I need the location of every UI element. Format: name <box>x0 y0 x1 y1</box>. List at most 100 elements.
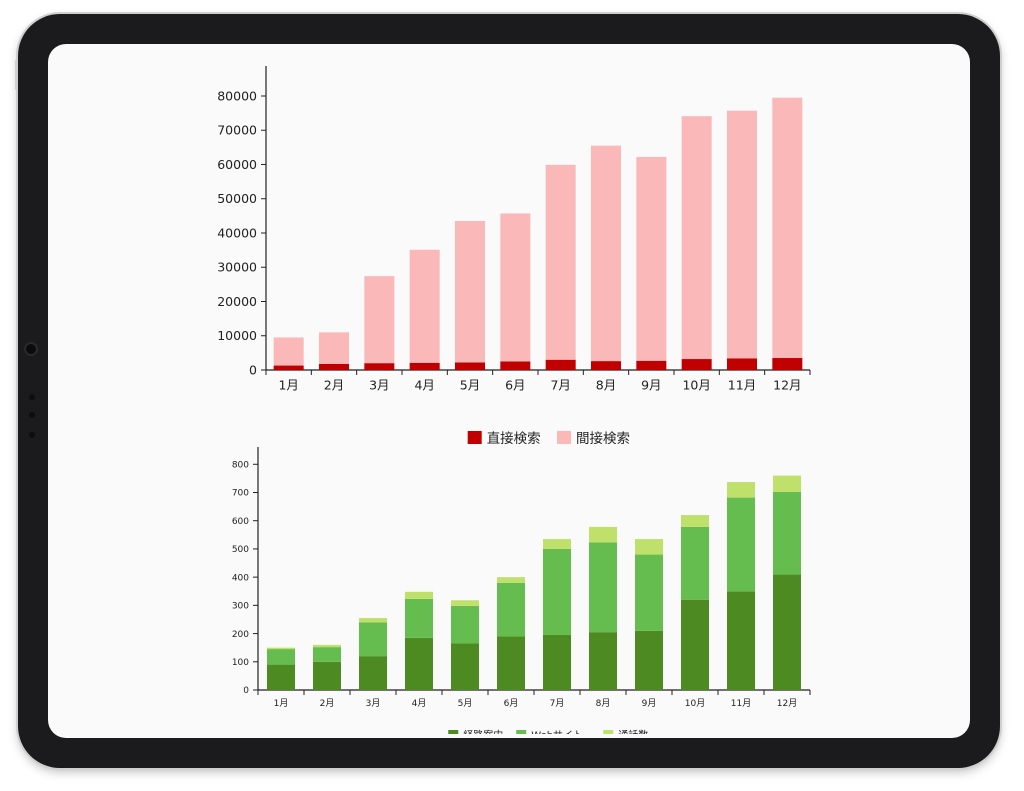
legend-swatch <box>603 730 614 734</box>
y-tick-label: 0 <box>243 686 249 696</box>
y-tick-label: 300 <box>232 602 249 612</box>
bar-segment <box>500 361 531 370</box>
x-tick-label: 12月 <box>773 378 801 393</box>
bar-segment <box>267 664 295 690</box>
bar-segment <box>451 600 479 606</box>
y-tick-label: 50000 <box>217 191 257 206</box>
bar-segment <box>591 145 621 362</box>
y-tick-label: 40000 <box>217 225 257 240</box>
x-tick-label: 3月 <box>366 698 381 709</box>
bar-segment <box>359 622 387 657</box>
legend-swatch <box>448 730 459 734</box>
bar-segment <box>773 475 801 492</box>
x-tick-label: 7月 <box>550 378 570 393</box>
y-tick-label: 800 <box>232 461 249 471</box>
tablet-screen: 0 10000 20000 30000 40000 50000 60000 70000 8000… <box>48 44 970 738</box>
bar-segment <box>543 634 571 690</box>
bar-segment <box>313 644 341 648</box>
bar-segment <box>543 539 571 549</box>
bar-segment <box>455 362 485 370</box>
bar-segment <box>497 577 525 583</box>
y-tick-label: 70000 <box>217 123 257 138</box>
bar-segment <box>681 515 709 527</box>
x-tick-label: 11月 <box>731 698 751 709</box>
bar-segment <box>681 116 712 360</box>
bar-segment <box>319 332 349 364</box>
bar-segment <box>451 643 479 690</box>
y-tick-label: 100 <box>232 658 249 668</box>
chart2-axes: 0 100 200 300 400 500 600 700 800 1月 2月 3月 4月 5月 6月 7月 8… <box>232 447 811 709</box>
bar-segment <box>681 359 712 370</box>
y-tick-label: 10000 <box>217 328 257 343</box>
legend-swatch <box>467 431 482 444</box>
x-tick-label: 6月 <box>505 378 525 393</box>
y-tick-label: 200 <box>232 630 249 640</box>
x-tick-label: 9月 <box>642 698 657 709</box>
bar-segment <box>635 630 663 690</box>
y-tick-label: 60000 <box>217 157 257 172</box>
sensor-icon <box>29 412 35 418</box>
bar-segment <box>727 497 755 592</box>
bar-segment <box>313 661 341 690</box>
bar-segment <box>267 647 295 650</box>
bar-segment <box>451 605 479 644</box>
legend-label: Webサイト <box>531 730 583 734</box>
chart1-axes: 0 10000 20000 30000 40000 50000 60000 70000 8000… <box>217 66 811 393</box>
x-tick-label: 4月 <box>414 378 434 393</box>
bar-segment <box>497 582 525 637</box>
x-tick-label: 2月 <box>320 698 335 709</box>
x-tick-label: 10月 <box>685 698 705 709</box>
x-tick-label: 7月 <box>550 698 565 709</box>
action-bar-chart: 0 100 200 300 400 500 600 700 800 1月 2月 3月 4月 5月 6月 7月 8… <box>232 447 811 734</box>
bar-segment <box>635 554 663 631</box>
x-tick-label: 8月 <box>596 698 611 709</box>
bar-segment <box>405 637 433 690</box>
x-tick-label: 2月 <box>324 378 344 393</box>
bar-segment <box>681 526 709 600</box>
bar-segment <box>500 213 531 362</box>
tablet-frame: 0 10000 20000 30000 40000 50000 60000 70000 8000… <box>15 14 1000 768</box>
bar-segment <box>727 482 755 498</box>
bar-segment <box>455 221 485 363</box>
bar-segment <box>409 249 440 363</box>
bar-segment <box>772 97 803 359</box>
bar-segment <box>681 599 709 690</box>
x-tick-label: 1月 <box>278 378 298 393</box>
chart2-legend: 経路案内 Webサイト 通話数 <box>448 729 648 734</box>
bar-segment <box>359 656 387 690</box>
y-tick-label: 600 <box>232 517 249 527</box>
x-tick-label: 4月 <box>412 698 427 709</box>
bar-segment <box>727 110 757 359</box>
y-tick-label: 80000 <box>217 88 257 103</box>
legend-swatch <box>557 431 571 444</box>
x-tick-label: 9月 <box>641 378 661 393</box>
bar-segment <box>364 276 395 364</box>
y-tick-label: 500 <box>232 545 249 555</box>
bar-segment <box>773 574 801 690</box>
y-tick-label: 30000 <box>217 260 257 275</box>
legend-label: 通話数 <box>618 729 648 734</box>
chart1-bars <box>273 97 803 370</box>
bar-segment <box>589 542 617 633</box>
bar-segment <box>273 337 304 366</box>
x-tick-label: 11月 <box>728 378 756 393</box>
x-tick-label: 6月 <box>504 698 519 709</box>
bar-segment <box>409 362 440 370</box>
x-tick-label: 10月 <box>682 378 710 393</box>
x-tick-label: 12月 <box>777 698 797 709</box>
bar-segment <box>313 647 341 662</box>
x-tick-label: 1月 <box>274 698 289 709</box>
legend-swatch <box>516 730 527 734</box>
camera-icon <box>26 344 36 354</box>
bar-segment <box>589 632 617 690</box>
bar-segment <box>545 164 576 360</box>
legend-label: 経路案内 <box>463 729 503 734</box>
bar-segment <box>319 363 349 370</box>
y-tick-label: 20000 <box>217 294 257 309</box>
sensor-icon <box>29 394 35 400</box>
x-tick-label: 3月 <box>369 378 389 393</box>
bar-segment <box>635 539 663 555</box>
volume-button <box>15 60 18 90</box>
bar-segment <box>772 358 803 370</box>
bar-segment <box>773 491 801 575</box>
